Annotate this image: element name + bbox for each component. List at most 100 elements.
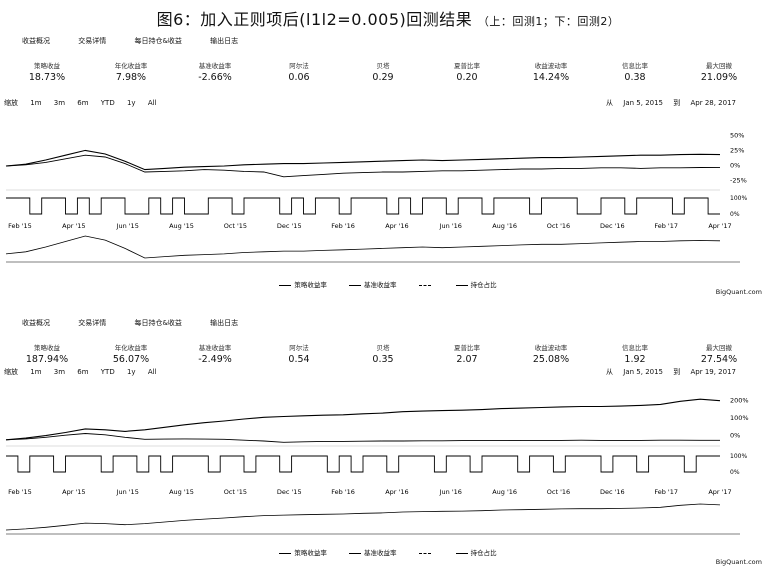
x-tick-label: Apr '16 (385, 222, 408, 230)
stat-value: 0.54 (288, 354, 310, 365)
range-3m[interactable]: 3m (53, 368, 66, 376)
figure-title: 图6：加入正则项后(l1l2=0.005)回测结果 （上：回测1；下：回测2） (0, 6, 776, 30)
tab-trades[interactable]: 交易详情 (78, 319, 107, 327)
legend-swatch (418, 284, 431, 286)
stat-label: 最大回撤 (706, 62, 732, 70)
stat-label: 收益波动率 (534, 62, 568, 70)
legend-item[interactable]: 持仓占比 (455, 279, 497, 289)
x-tick-label: Oct '15 (224, 488, 247, 496)
stat-item: 年化收益率 7.98% (96, 60, 166, 83)
stat-value: -2.49% (198, 354, 232, 365)
position-tick-label: 0% (730, 469, 740, 476)
figure-title-main: 图6：加入正则项后(l1l2=0.005)回测结果 (156, 10, 473, 29)
range-all[interactable]: All (147, 368, 157, 376)
stat-item: 基准收益率 -2.66% (180, 60, 250, 83)
date-from-label: 从 (606, 99, 614, 107)
position-tick-label: 0% (730, 211, 740, 218)
stat-item: 收益波动率 14.24% (516, 60, 586, 83)
tab-trades[interactable]: 交易详情 (78, 37, 107, 45)
stat-item: 年化收益率 56.07% (96, 342, 166, 365)
stat-item: 策略收益 18.73% (12, 60, 82, 83)
x-tick-label: Oct '16 (547, 488, 570, 496)
stat-label: 阿尔法 (289, 62, 309, 70)
x-tick-label: Jun '16 (439, 222, 462, 230)
legend-label: 策略收益率 (294, 549, 327, 557)
stat-item: 策略收益 187.94% (12, 342, 82, 365)
tab-daily-positions[interactable]: 每日持仓&收益 (134, 319, 182, 327)
legend-label: 持仓占比 (470, 549, 497, 557)
returns-chart[interactable]: 50% 25% 0% -25% 100% 0% Feb '15 Apr '15 Jun '15 A… (0, 110, 776, 276)
y-tick-label: 100% (730, 414, 749, 422)
range-ytd[interactable]: YTD (100, 99, 115, 107)
range-6m[interactable]: 6m (77, 368, 89, 376)
date-to-label: 到 (673, 368, 681, 376)
legend-label: 策略收益率 (294, 281, 327, 289)
zoom-range-bar: 缩放 1m 3m 6m YTD 1y All (4, 98, 167, 108)
series-line-2 (5, 433, 720, 443)
date-range: 从 Jan 5, 2015 到 Apr 19, 2017 (598, 367, 736, 377)
legend-item[interactable]: 策略收益率 (279, 279, 327, 289)
stat-value: 7.98% (115, 72, 147, 83)
series-line-1 (5, 149, 721, 171)
position-tick-label: 100% (730, 195, 747, 202)
y-tick-label: 25% (730, 147, 744, 155)
x-tick-label: Feb '15 (8, 222, 32, 230)
returns-chart[interactable]: 200% 100% 0% 100% 0% Feb '15 Apr '15 Jun '15 Aug… (0, 380, 776, 548)
range-ytd[interactable]: YTD (100, 368, 115, 376)
start-date-input[interactable]: Jan 5, 2015 (623, 99, 664, 107)
x-tick-label: Aug '16 (492, 488, 517, 496)
x-tick-label: Aug '15 (169, 222, 194, 230)
stat-item: 信息比率 1.92 (600, 342, 670, 365)
chart-legend: 策略收益率 基准收益率 持仓占比 (0, 279, 776, 289)
x-tick-label: Dec '15 (277, 222, 302, 230)
stat-value: 0.20 (456, 72, 478, 83)
tab-overview[interactable]: 收益概况 (22, 37, 50, 45)
legend-label: 基准收益率 (363, 281, 397, 289)
stat-label: 最大回撤 (706, 344, 732, 352)
backtest-panel-1: 收益概况 交易详情 每日持仓&收益 输出日志 策略收益 18.73% 年化收益率 7.… (0, 36, 776, 298)
range-1m[interactable]: 1m (30, 99, 42, 107)
stat-item: 基准收益率 -2.49% (180, 342, 250, 365)
stat-label: 信息比率 (622, 344, 648, 352)
legend-swatch (348, 552, 361, 554)
chart-legend: 策略收益率 基准收益率 持仓占比 (0, 547, 776, 557)
date-from-label: 从 (606, 368, 614, 376)
series-line-2 (5, 154, 721, 178)
legend-item[interactable] (418, 281, 434, 289)
tab-daily-positions[interactable]: 每日持仓&收益 (134, 37, 182, 45)
y-tick-label: 0% (730, 162, 740, 170)
range-1y[interactable]: 1y (126, 368, 136, 376)
stat-value: -2.66% (198, 72, 232, 83)
navigator-line (5, 503, 721, 531)
x-tick-label: Jun '15 (116, 488, 139, 496)
stat-value: 56.07% (112, 354, 150, 365)
tab-log[interactable]: 输出日志 (210, 37, 239, 45)
x-tick-label: Feb '16 (331, 222, 355, 230)
range-3m[interactable]: 3m (53, 99, 66, 107)
tab-overview[interactable]: 收益概况 (22, 319, 50, 327)
x-tick-label: Apr '17 (708, 488, 731, 496)
range-all[interactable]: All (147, 99, 157, 107)
y-tick-label: -25% (730, 177, 747, 185)
legend-item[interactable]: 策略收益率 (279, 547, 327, 557)
stat-value: 2.07 (456, 354, 478, 365)
legend-label: 持仓占比 (470, 281, 497, 289)
stat-label: 信息比率 (622, 62, 648, 70)
stat-value: 18.73% (28, 72, 66, 83)
legend-swatch (279, 284, 292, 286)
start-date-input[interactable]: Jan 5, 2015 (623, 368, 664, 376)
end-date-input[interactable]: Apr 28, 2017 (690, 99, 736, 107)
legend-item[interactable]: 基准收益率 (348, 547, 396, 557)
legend-item[interactable]: 持仓占比 (455, 547, 497, 557)
y-tick-label: 200% (730, 397, 749, 405)
end-date-input[interactable]: Apr 19, 2017 (690, 368, 736, 376)
x-tick-label: Dec '16 (600, 488, 625, 496)
range-1y[interactable]: 1y (126, 99, 136, 107)
range-6m[interactable]: 6m (77, 99, 89, 107)
range-1m[interactable]: 1m (30, 368, 42, 376)
tab-log[interactable]: 输出日志 (210, 319, 239, 327)
legend-item[interactable] (418, 549, 434, 557)
result-tabs: 收益概况 交易详情 每日持仓&收益 输出日志 (22, 318, 264, 328)
legend-item[interactable]: 基准收益率 (348, 279, 397, 289)
stat-item: 收益波动率 25.08% (516, 342, 586, 365)
